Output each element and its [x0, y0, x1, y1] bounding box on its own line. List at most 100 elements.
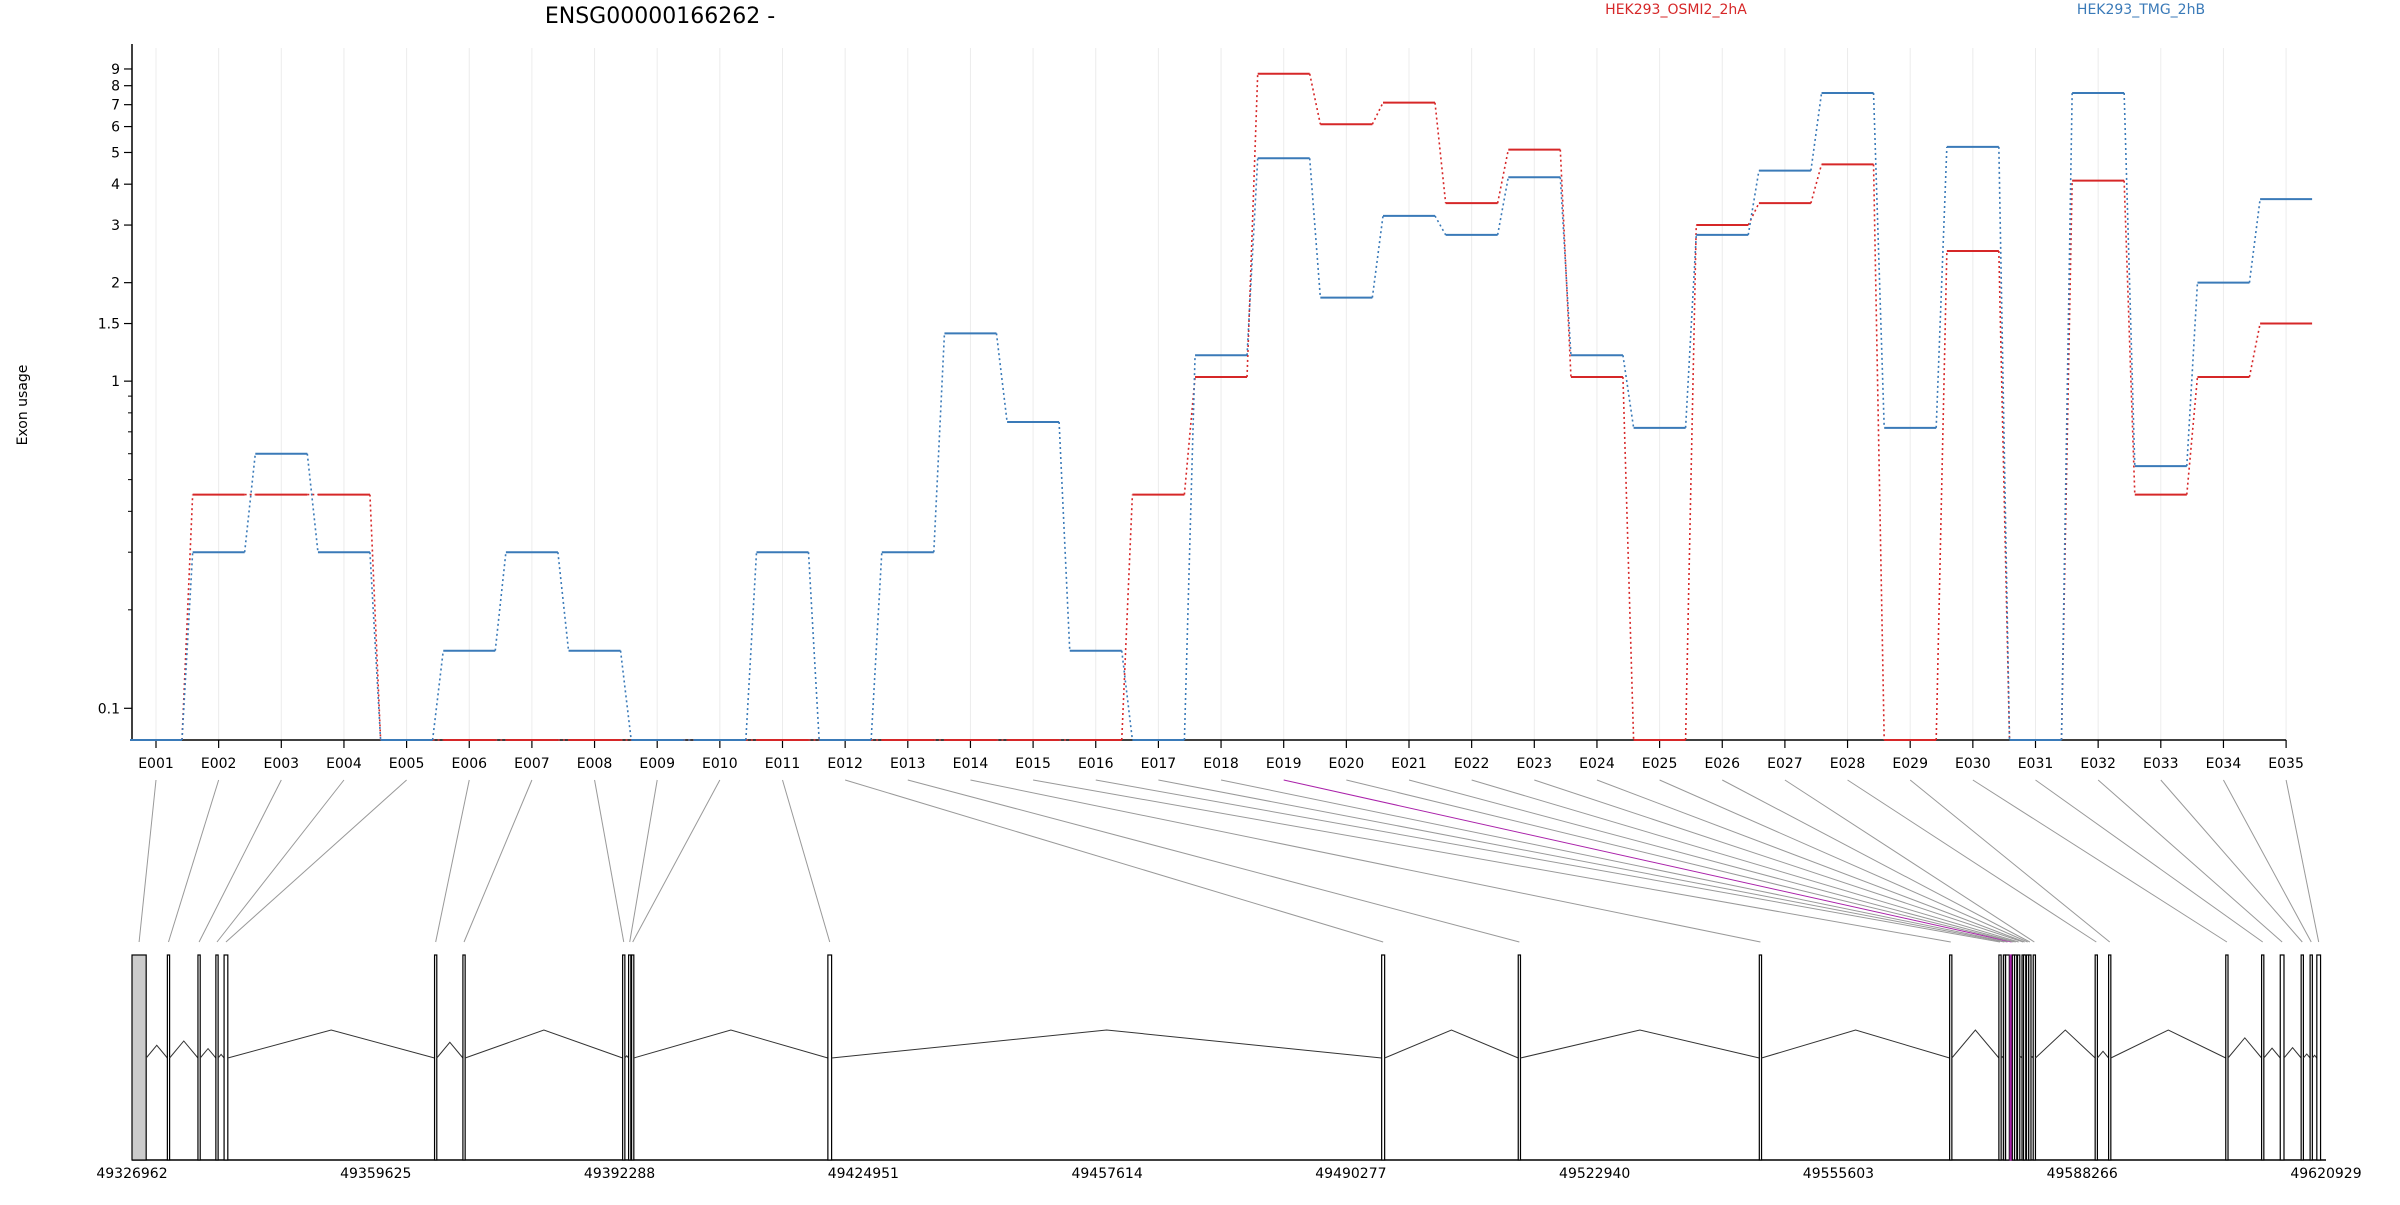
series-connector: [1434, 215, 1447, 236]
connector-e024: [1596, 779, 2025, 943]
exon-box-e015: [1949, 954, 1953, 1161]
series-connector: [745, 552, 758, 741]
series-connector: [1622, 355, 1635, 428]
x-tick-label-e015: E015: [1015, 756, 1051, 772]
y-tick-label: 2: [111, 276, 120, 292]
exon-box-e003: [197, 954, 201, 1161]
exon-box-e021: [2013, 954, 2018, 1161]
series-connector: [369, 494, 382, 741]
exon-box-e034: [2309, 954, 2313, 1161]
intron-line: [1520, 1029, 1760, 1059]
genome-coordinate-label: 49588266: [2047, 1166, 2118, 1182]
series-connector: [2186, 282, 2199, 467]
series-connector: [1872, 164, 1885, 741]
connector-e001: [138, 779, 157, 943]
series-connector: [1246, 73, 1259, 377]
x-tick-label-e001: E001: [138, 756, 174, 772]
exon-box-e028: [2094, 954, 2099, 1161]
y-tick-label: 1: [111, 374, 120, 390]
x-tick-label-e016: E016: [1078, 756, 1114, 772]
series-connector: [431, 650, 445, 741]
connector-e007: [463, 779, 533, 943]
intron-line: [2097, 1050, 2109, 1059]
exon-box-e005: [223, 954, 229, 1161]
intron-line: [169, 1040, 199, 1059]
intron-line: [2035, 1029, 2096, 1059]
series-connector: [2248, 199, 2261, 283]
exon-box-e026: [2028, 954, 2032, 1161]
x-tick-label-e035: E035: [2268, 756, 2304, 772]
exon-box-e030: [2225, 954, 2229, 1161]
x-tick-label-e004: E004: [326, 756, 362, 772]
series-connector: [1308, 158, 1322, 298]
series-connector: [1747, 202, 1760, 226]
x-tick-label-e006: E006: [451, 756, 487, 772]
x-tick-label-e002: E002: [201, 756, 237, 772]
y-tick-label: 7: [111, 98, 120, 114]
exon-box-e010: [630, 954, 635, 1161]
exon-box-e006: [433, 954, 438, 1161]
series-connector: [1810, 92, 1823, 171]
genome-coordinate-label: 49392288: [584, 1166, 655, 1182]
series-connector: [2123, 92, 2136, 467]
x-tick-label-e014: E014: [953, 756, 989, 772]
y-axis-label: Exon usage: [15, 365, 31, 446]
genome-coordinate-label: 49522940: [1559, 1166, 1630, 1182]
intron-line: [2110, 1029, 2226, 1059]
intron-line: [464, 1029, 623, 1059]
intron-line: [2227, 1037, 2262, 1059]
y-tick-label: 6: [111, 120, 120, 136]
connector-e032: [2097, 779, 2283, 943]
series-connector: [807, 552, 820, 741]
series-connector: [1684, 225, 1698, 741]
exon-box-e014: [1758, 954, 1763, 1161]
x-tick-label-e003: E003: [264, 756, 300, 772]
series-connector: [1308, 73, 1322, 125]
series-connector: [369, 552, 382, 741]
x-tick-label-e033: E033: [2143, 756, 2179, 772]
connector-e033: [2160, 779, 2303, 943]
x-tick-label-e011: E011: [765, 756, 801, 772]
series-connector: [306, 453, 319, 553]
series-connector: [1747, 170, 1760, 235]
y-tick-label: 9: [111, 62, 120, 78]
series-connector: [1371, 102, 1384, 125]
x-tick-label-e025: E025: [1642, 756, 1678, 772]
x-tick-label-e021: E021: [1391, 756, 1427, 772]
x-tick-label-e027: E027: [1767, 756, 1803, 772]
intron-line: [2263, 1047, 2281, 1059]
series-connector: [1434, 102, 1447, 204]
series-connector: [2123, 180, 2136, 495]
x-tick-label-e009: E009: [639, 756, 675, 772]
connector-e025: [1659, 779, 2028, 943]
connector-e021: [1408, 779, 2016, 943]
x-tick-label-e029: E029: [1892, 756, 1928, 772]
intron-line: [217, 1053, 225, 1059]
exon-box-e024: [2022, 954, 2027, 1161]
exon-box-e033: [2300, 954, 2304, 1161]
connector-e003: [198, 779, 282, 943]
x-tick-label-e034: E034: [2206, 756, 2242, 772]
intron-line: [2283, 1046, 2302, 1059]
connector-e019: [1283, 779, 2012, 943]
x-tick-label-e020: E020: [1329, 756, 1365, 772]
connector-e009: [629, 779, 658, 943]
series-connector: [1183, 355, 1196, 741]
series-connector: [1998, 146, 2011, 741]
series-connector: [619, 650, 632, 741]
series-connector: [2248, 323, 2261, 378]
genome-coordinate-label: 49620929: [2290, 1166, 2361, 1182]
connector-e004: [216, 779, 345, 943]
series-connector: [1935, 250, 1948, 741]
connector-e014: [970, 779, 1761, 943]
connector-e011: [782, 779, 831, 943]
legend-entry-osmi2: HEK293_OSMI2_2hA: [1605, 2, 1747, 18]
genome-coordinate-label: 49424951: [828, 1166, 899, 1182]
connector-e012: [845, 779, 1384, 943]
series-lines: [130, 72, 2313, 741]
exon-connectors: [138, 779, 2320, 943]
series-connector: [1684, 234, 1698, 428]
x-tick-label-e024: E024: [1579, 756, 1615, 772]
x-tick-label-e012: E012: [827, 756, 863, 772]
intron-line: [436, 1041, 464, 1059]
